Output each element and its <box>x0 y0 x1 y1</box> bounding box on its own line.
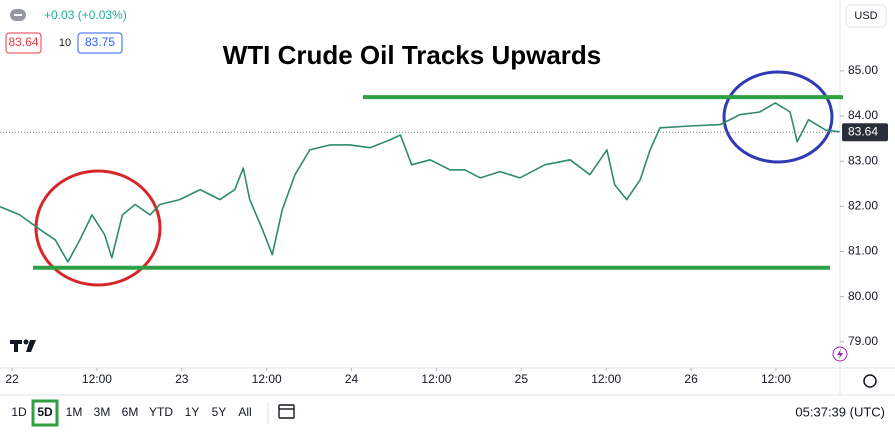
settings-icon[interactable] <box>863 374 877 388</box>
last-price-tag <box>842 123 888 142</box>
x-tick-label: 23 <box>175 372 189 386</box>
x-tick-label: 26 <box>684 372 698 386</box>
price-change: +0.03 (+0.03%) <box>44 8 127 22</box>
range-button[interactable]: 5D <box>37 405 53 419</box>
x-tick-label: 24 <box>345 372 359 386</box>
y-tick-label: 82.00 <box>848 199 878 213</box>
y-tick-label: 79.00 <box>848 334 878 348</box>
range-button[interactable]: YTD <box>149 405 173 419</box>
y-tick-label: 80.00 <box>848 289 878 303</box>
spread: 10 <box>59 37 71 49</box>
x-tick-label: 25 <box>515 372 529 386</box>
lightning-bolt <box>837 349 843 359</box>
ask-box[interactable] <box>77 32 123 54</box>
highlight-circle <box>722 70 834 164</box>
bid-price: 83.64 <box>8 35 38 49</box>
tv-logo <box>10 339 36 352</box>
range-button[interactable]: 3M <box>94 405 111 419</box>
x-tick-label: 22 <box>5 372 19 386</box>
y-tick-label: 81.00 <box>848 244 878 258</box>
y-tick-label: 85.00 <box>848 63 878 77</box>
currency-box[interactable] <box>845 4 887 28</box>
currency: USD <box>854 10 877 22</box>
bid-box[interactable] <box>5 32 42 54</box>
y-tick-label: 84.00 <box>848 108 878 122</box>
last-price-label: 83.64 <box>848 124 878 138</box>
price-line <box>0 102 840 263</box>
range-button[interactable]: 5Y <box>212 405 227 419</box>
range-button[interactable]: All <box>238 405 251 419</box>
highlight-circle <box>34 169 162 287</box>
range-button[interactable]: 1D <box>11 405 27 419</box>
active-range-box <box>31 399 59 427</box>
x-tick-label: 12:00 <box>82 372 112 386</box>
x-tick-label: 12:00 <box>761 372 791 386</box>
clock: 05:37:39 (UTC) <box>795 404 885 419</box>
range-button[interactable]: 1Y <box>185 405 200 419</box>
y-tick-label: 83.00 <box>848 153 878 167</box>
range-button[interactable]: 6M <box>122 405 139 419</box>
calendar-icon[interactable] <box>278 404 295 419</box>
x-tick-label: 12:00 <box>421 372 451 386</box>
x-tick-label: 12:00 <box>591 372 621 386</box>
ask-price: 83.75 <box>85 35 115 49</box>
collapse-icon <box>14 14 22 16</box>
range-button[interactable]: 1M <box>66 405 83 419</box>
x-tick-label: 12:00 <box>252 372 282 386</box>
chart-title: WTI Crude Oil Tracks Upwards <box>223 40 602 70</box>
